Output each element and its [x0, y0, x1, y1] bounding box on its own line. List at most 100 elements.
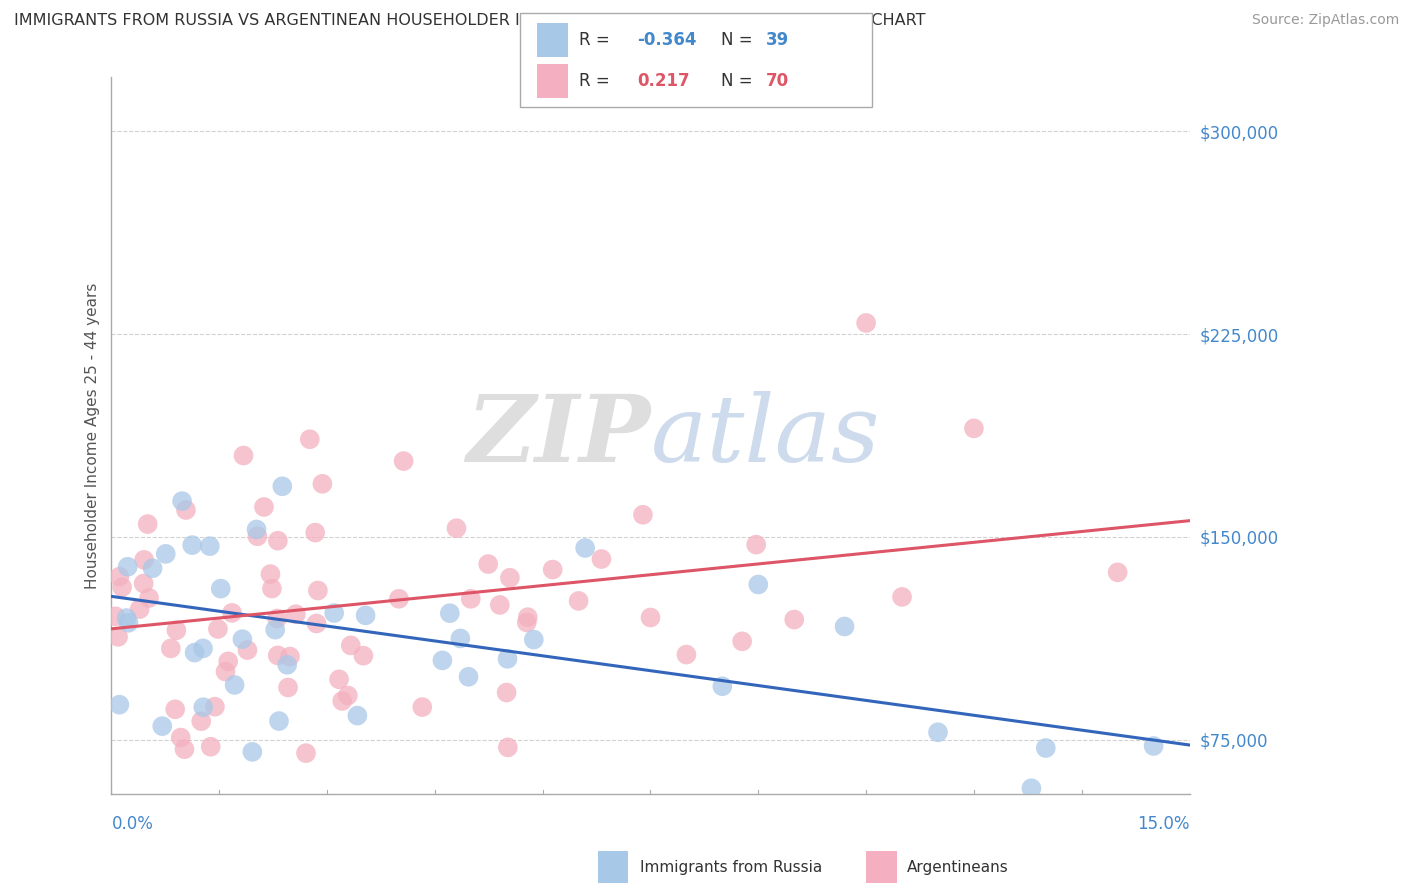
- Point: [136, 517, 159, 532]
- Point: [165, 702, 187, 716]
- Point: [155, 547, 177, 561]
- Point: [107, 630, 129, 644]
- Point: [260, 582, 283, 596]
- Point: [170, 731, 193, 745]
- Point: [411, 700, 433, 714]
- Point: [388, 591, 411, 606]
- Point: [523, 632, 546, 647]
- Point: [221, 606, 243, 620]
- Point: [711, 679, 734, 693]
- Text: Immigrants from Russia: Immigrants from Russia: [640, 860, 823, 874]
- Point: [1107, 566, 1129, 580]
- Point: [1142, 739, 1164, 753]
- Point: [117, 615, 139, 630]
- Text: R =: R =: [579, 72, 616, 90]
- Point: [339, 639, 361, 653]
- Point: [304, 525, 326, 540]
- Text: -0.364: -0.364: [637, 30, 696, 48]
- Point: [298, 432, 321, 446]
- Point: [190, 714, 212, 728]
- Point: [132, 576, 155, 591]
- Point: [834, 619, 856, 633]
- Point: [259, 567, 281, 582]
- Point: [267, 533, 290, 548]
- Point: [207, 622, 229, 636]
- Point: [336, 689, 359, 703]
- Point: [193, 700, 215, 714]
- Text: R =: R =: [579, 30, 616, 48]
- Point: [191, 641, 214, 656]
- Point: [311, 476, 333, 491]
- Text: IMMIGRANTS FROM RUSSIA VS ARGENTINEAN HOUSEHOLDER INCOME AGES 25 - 44 YEARS CORR: IMMIGRANTS FROM RUSSIA VS ARGENTINEAN HO…: [14, 13, 925, 29]
- Point: [295, 746, 318, 760]
- Point: [204, 699, 226, 714]
- Point: [165, 624, 187, 638]
- Point: [731, 634, 754, 648]
- Point: [209, 582, 232, 596]
- Point: [307, 583, 329, 598]
- Point: [108, 698, 131, 712]
- Text: N =: N =: [721, 30, 758, 48]
- Point: [173, 742, 195, 756]
- Point: [160, 641, 183, 656]
- Point: [277, 681, 299, 695]
- Point: [747, 577, 769, 591]
- Point: [323, 606, 346, 620]
- Point: [927, 725, 949, 739]
- Point: [675, 648, 697, 662]
- Point: [111, 580, 134, 594]
- Text: 70: 70: [766, 72, 789, 90]
- Point: [446, 521, 468, 535]
- Point: [200, 739, 222, 754]
- Point: [496, 652, 519, 666]
- Point: [574, 541, 596, 555]
- Point: [457, 670, 479, 684]
- Point: [640, 610, 662, 624]
- Point: [217, 654, 239, 668]
- Point: [115, 611, 138, 625]
- Point: [891, 590, 914, 604]
- Point: [138, 591, 160, 605]
- Point: [439, 606, 461, 620]
- Point: [284, 607, 307, 622]
- Point: [128, 602, 150, 616]
- Point: [352, 648, 374, 663]
- Point: [460, 591, 482, 606]
- Point: [267, 648, 290, 663]
- Point: [117, 559, 139, 574]
- Point: [266, 611, 288, 625]
- Point: [246, 529, 269, 543]
- Point: [104, 609, 127, 624]
- Point: [174, 503, 197, 517]
- Point: [496, 740, 519, 755]
- Point: [245, 523, 267, 537]
- Point: [495, 685, 517, 699]
- Point: [541, 563, 564, 577]
- Point: [449, 632, 471, 646]
- Point: [392, 454, 415, 468]
- Point: [328, 673, 350, 687]
- Point: [142, 561, 165, 575]
- Y-axis label: Householder Income Ages 25 - 44 years: Householder Income Ages 25 - 44 years: [86, 283, 100, 589]
- Point: [224, 678, 246, 692]
- Point: [591, 552, 613, 566]
- Point: [271, 479, 294, 493]
- Point: [183, 646, 205, 660]
- Point: [499, 571, 522, 585]
- Point: [231, 632, 253, 647]
- Point: [253, 500, 276, 514]
- Point: [477, 557, 499, 571]
- Point: [276, 657, 298, 672]
- Point: [432, 653, 454, 667]
- Point: [354, 608, 377, 623]
- Point: [236, 643, 259, 657]
- Text: Source: ZipAtlas.com: Source: ZipAtlas.com: [1251, 13, 1399, 28]
- Point: [172, 494, 194, 508]
- Point: [330, 694, 353, 708]
- Point: [631, 508, 654, 522]
- Point: [1021, 781, 1043, 796]
- Point: [232, 449, 254, 463]
- Point: [516, 610, 538, 624]
- Text: 39: 39: [766, 30, 790, 48]
- Point: [132, 553, 155, 567]
